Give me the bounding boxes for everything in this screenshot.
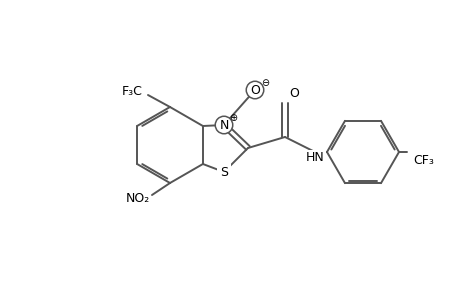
Text: ⊕: ⊕ — [229, 113, 236, 123]
Text: ⊖: ⊖ — [260, 78, 269, 88]
Text: O: O — [288, 87, 298, 100]
Text: NO₂: NO₂ — [126, 193, 150, 206]
Text: HN: HN — [305, 151, 324, 164]
Text: CF₃: CF₃ — [412, 154, 433, 166]
Text: N: N — [219, 118, 228, 131]
Text: F₃C: F₃C — [121, 85, 142, 98]
Text: O: O — [250, 83, 259, 97]
Text: S: S — [219, 166, 228, 178]
